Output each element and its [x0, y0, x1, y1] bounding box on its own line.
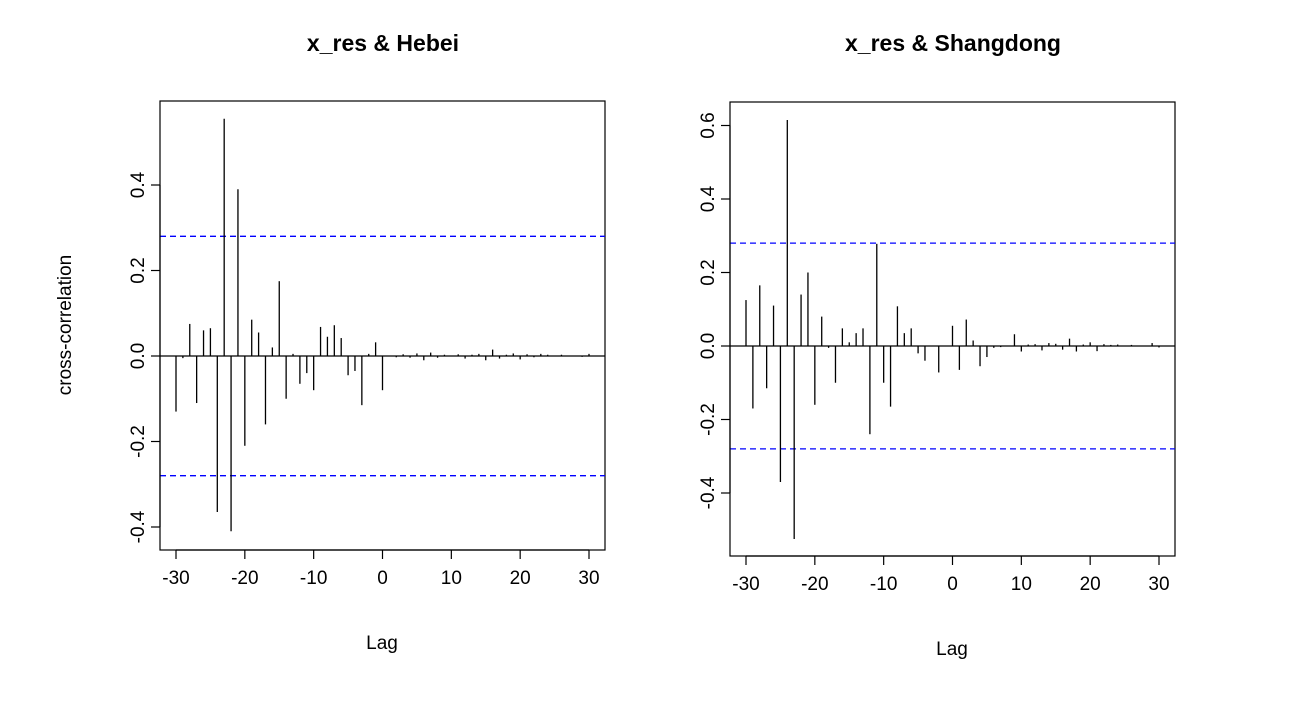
x-tick-label: 30: [578, 568, 599, 589]
plot-frame: [159, 100, 606, 551]
y-tick-label: 0.0: [128, 343, 149, 369]
x-tick-label: 10: [441, 568, 462, 589]
chart-title: x_res & Hebei: [307, 30, 459, 56]
x-tick-label: 20: [510, 568, 531, 589]
x-axis-label: Lag: [936, 639, 968, 660]
x-tick-label: -10: [300, 568, 327, 589]
x-tick-label: -20: [231, 568, 258, 589]
x-axis-label: Lag: [366, 633, 398, 654]
y-axis-label: cross-correlation: [55, 255, 76, 395]
x-tick-label: 0: [947, 574, 958, 595]
chart-panel-shangdong: x_res & Shangdong Lag -30 -20 -10 0 10 20 30 -0…: [698, 30, 1176, 660]
y-tick-label: 0.2: [698, 259, 719, 285]
y-tick-label: 0.4: [128, 171, 149, 198]
y-tick-label: 0.6: [698, 112, 719, 138]
x-tick-label: -30: [732, 574, 759, 595]
y-tick-label: -0.4: [128, 510, 149, 543]
y-tick-label: 0.4: [698, 185, 719, 212]
y-tick-label: -0.2: [128, 425, 149, 458]
x-tick-label: 10: [1011, 574, 1032, 595]
x-tick-label: -10: [870, 574, 897, 595]
y-tick-label: 0.2: [128, 257, 149, 283]
x-tick-label: 30: [1148, 574, 1169, 595]
x-tick-label: 20: [1080, 574, 1101, 595]
chart-title: x_res & Shangdong: [845, 30, 1061, 56]
x-tick-label: -20: [801, 574, 828, 595]
y-tick-label: -0.4: [698, 476, 719, 509]
x-tick-label: -30: [162, 568, 189, 589]
y-tick-label: -0.2: [698, 403, 719, 436]
chart-panel-hebei: x_res & Hebei Lag cross-correlation -30 -…: [55, 30, 606, 654]
x-tick-label: 0: [377, 568, 388, 589]
y-tick-label: 0.0: [698, 333, 719, 359]
